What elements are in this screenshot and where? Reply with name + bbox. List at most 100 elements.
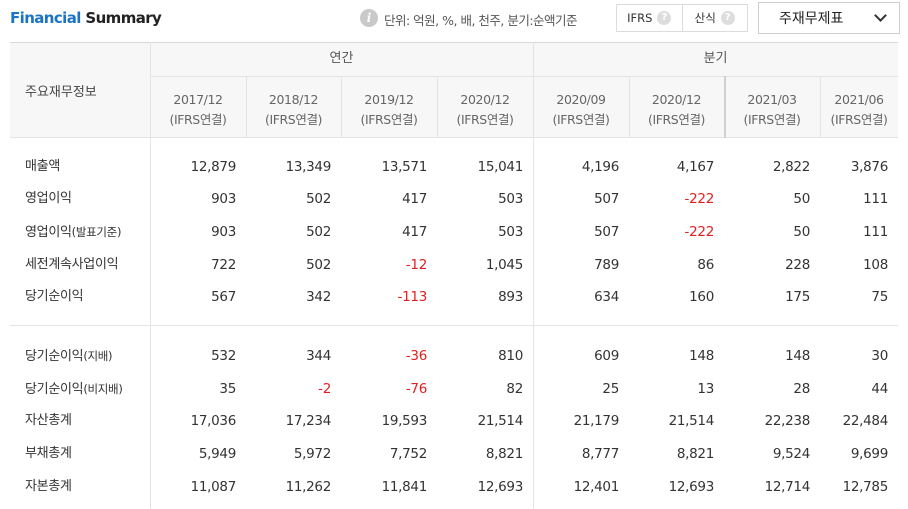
table-cell: 111 bbox=[863, 191, 888, 207]
column-divider bbox=[437, 76, 438, 138]
view-toggle-group: IFRS ? 산식 ? bbox=[616, 4, 748, 32]
table-cell: 609 bbox=[594, 348, 619, 364]
table-cell: 5,949 bbox=[198, 446, 236, 462]
table-cell: -222 bbox=[684, 191, 715, 207]
row-label[interactable]: 당기순이익(비지배) bbox=[25, 373, 123, 406]
table-cell: 344 bbox=[306, 348, 331, 364]
table-header-bg bbox=[10, 42, 898, 138]
row-label-main: 당기순이익 bbox=[25, 382, 84, 397]
table-cell: 507 bbox=[594, 191, 619, 207]
table-row: 당기순이익(지배) 532 344 -36 810 609 148 148 30 bbox=[10, 340, 898, 372]
table-cell: 532 bbox=[211, 348, 236, 364]
table-cell: 75 bbox=[871, 289, 888, 305]
table-cell: 21,179 bbox=[573, 413, 620, 429]
row-label-main: 매출액 bbox=[25, 159, 60, 174]
period-header: 2020/12 (IFRS연결) bbox=[437, 90, 533, 130]
column-divider bbox=[820, 76, 821, 138]
unit-text: 단위: 억원, %, 배, 천주, 분기:순액기준 bbox=[384, 13, 578, 28]
row-label[interactable]: 매출액 bbox=[25, 151, 60, 183]
title-rest: Summary bbox=[80, 9, 162, 27]
table-cell: 502 bbox=[306, 257, 331, 273]
row-header-label: 주요재무정보 bbox=[25, 84, 97, 100]
row-label-main: 영업이익 bbox=[25, 225, 72, 240]
table-cell: 19,593 bbox=[381, 413, 428, 429]
table-cell: -76 bbox=[405, 381, 427, 397]
period-header: 2017/12 (IFRS연결) bbox=[150, 90, 246, 130]
statement-select[interactable]: 주재무제표 bbox=[758, 2, 900, 34]
chevron-down-icon bbox=[874, 9, 887, 22]
row-label[interactable]: 영업이익 bbox=[25, 183, 72, 215]
financial-table: 주요재무정보 연간 분기 2017/12 (IFRS연결) 2018/12 (IFRS… bbox=[10, 42, 908, 509]
table-row: 당기순이익 567 342 -113 893 634 160 175 75 bbox=[10, 281, 898, 313]
table-cell: 503 bbox=[498, 224, 523, 240]
period-basis: (IFRS연결) bbox=[360, 112, 418, 127]
row-label-main: 부채총계 bbox=[25, 446, 72, 461]
row-label[interactable]: 영업이익(발표기준) bbox=[25, 216, 121, 249]
column-divider bbox=[629, 76, 630, 138]
table-cell: 50 bbox=[793, 191, 810, 207]
period-basis: (IFRS연결) bbox=[743, 112, 801, 127]
period-header: 2021/06 (IFRS연결) bbox=[820, 90, 898, 130]
table-row: 부채총계 5,949 5,972 7,752 8,821 8,777 8,821 9,524 9… bbox=[10, 438, 898, 470]
period-date: 2019/12 bbox=[364, 92, 414, 107]
table-row: 매출액 12,879 13,349 13,571 15,041 4,196 4,167 2,8… bbox=[10, 151, 898, 183]
period-header: 2021/03 (IFRS연결) bbox=[724, 90, 820, 130]
table-cell: 35 bbox=[219, 381, 236, 397]
table-cell: -36 bbox=[405, 348, 427, 364]
table-cell: 21,514 bbox=[668, 413, 715, 429]
table-cell: 893 bbox=[498, 289, 523, 305]
table-cell: 111 bbox=[863, 224, 888, 240]
row-label[interactable]: 당기순이익 bbox=[25, 281, 84, 313]
table-cell: 50 bbox=[793, 224, 810, 240]
divider bbox=[10, 42, 898, 43]
table-cell: 3,876 bbox=[850, 159, 888, 175]
toggle-formula[interactable]: 산식 ? bbox=[683, 5, 748, 31]
table-cell: 22,238 bbox=[764, 413, 811, 429]
row-label[interactable]: 부채총계 bbox=[25, 438, 72, 470]
row-label[interactable]: 자산총계 bbox=[25, 405, 72, 437]
column-divider bbox=[246, 76, 247, 138]
row-label-main: 당기순이익 bbox=[25, 289, 84, 304]
period-basis: (IFRS연결) bbox=[456, 112, 514, 127]
table-cell: 44 bbox=[871, 381, 888, 397]
table-cell: 502 bbox=[306, 191, 331, 207]
table-cell: 417 bbox=[402, 191, 427, 207]
table-cell: 30 bbox=[871, 348, 888, 364]
divider bbox=[10, 137, 898, 138]
table-cell: 567 bbox=[211, 289, 236, 305]
period-basis: (IFRS연결) bbox=[264, 112, 323, 127]
table-cell: 9,699 bbox=[850, 446, 888, 462]
table-cell: 17,036 bbox=[190, 413, 237, 429]
row-label-main: 세전계속사업이익 bbox=[25, 257, 119, 272]
row-label-sub: (발표기준) bbox=[71, 225, 122, 239]
period-date: 2018/12 bbox=[268, 92, 319, 107]
table-cell: 12,693 bbox=[477, 479, 524, 495]
table-cell: 13,349 bbox=[285, 159, 332, 175]
help-icon[interactable]: ? bbox=[720, 11, 735, 25]
row-label[interactable]: 세전계속사업이익 bbox=[25, 249, 119, 281]
table-cell: 13 bbox=[697, 381, 714, 397]
table-cell: 108 bbox=[863, 257, 888, 273]
table-cell: 160 bbox=[689, 289, 714, 305]
help-icon[interactable]: ? bbox=[657, 11, 672, 25]
toggle-formula-label: 산식 bbox=[694, 11, 716, 25]
group-annual-label: 연간 bbox=[329, 51, 354, 66]
period-header: 2020/09 (IFRS연결) bbox=[533, 90, 629, 130]
period-header: 2020/12 (IFRS연결) bbox=[629, 90, 724, 130]
row-label[interactable]: 당기순이익(지배) bbox=[25, 340, 113, 373]
table-cell: 789 bbox=[594, 257, 619, 273]
toggle-ifrs[interactable]: IFRS ? bbox=[617, 5, 683, 31]
period-basis: (IFRS연결) bbox=[647, 112, 706, 127]
divider bbox=[150, 76, 898, 77]
row-label[interactable]: 자본총계 bbox=[25, 471, 72, 503]
table-cell: 28 bbox=[793, 381, 810, 397]
table-cell: 4,196 bbox=[581, 159, 619, 175]
period-basis: (IFRS연결) bbox=[169, 112, 227, 127]
table-cell: 4,167 bbox=[676, 159, 714, 175]
table-cell: -113 bbox=[397, 289, 428, 305]
toggle-ifrs-label: IFRS bbox=[627, 11, 653, 25]
table-cell: 903 bbox=[211, 191, 236, 207]
info-icon[interactable]: i bbox=[360, 9, 378, 27]
table-cell: 17,234 bbox=[285, 413, 332, 429]
period-date: 2020/12 bbox=[460, 92, 510, 107]
